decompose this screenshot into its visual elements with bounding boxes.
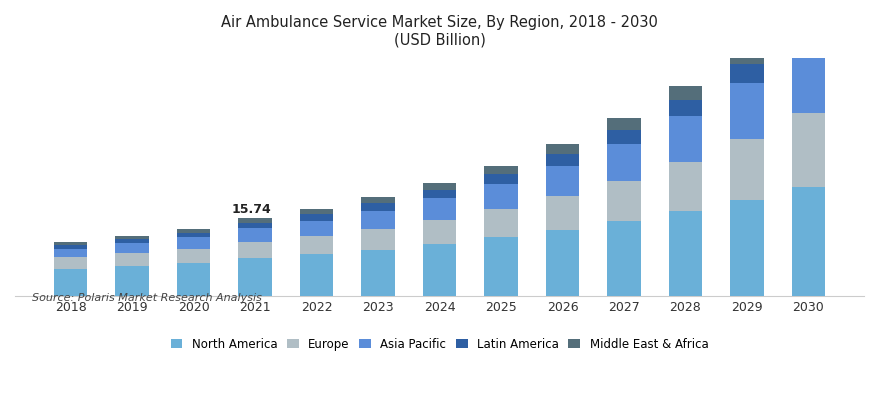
Bar <box>545 197 579 230</box>
Bar <box>422 199 456 220</box>
Bar <box>238 223 271 228</box>
Bar <box>607 118 640 130</box>
Bar <box>115 266 148 296</box>
Bar <box>730 47 763 64</box>
Bar <box>791 44 824 113</box>
Bar <box>176 238 210 248</box>
Bar <box>607 221 640 296</box>
Bar <box>484 174 517 184</box>
Bar <box>422 220 456 244</box>
Bar <box>238 228 271 242</box>
Bar <box>730 139 763 200</box>
Bar <box>176 263 210 296</box>
Bar <box>668 100 702 116</box>
Title: Air Ambulance Service Market Size, By Region, 2018 - 2030
(USD Billion): Air Ambulance Service Market Size, By Re… <box>220 15 658 47</box>
Text: 15.74: 15.74 <box>232 203 271 216</box>
Bar <box>176 248 210 263</box>
Bar <box>791 187 824 296</box>
Bar <box>299 220 333 236</box>
Bar <box>545 230 579 296</box>
Bar <box>607 144 640 181</box>
Bar <box>238 242 271 258</box>
Bar <box>484 210 517 238</box>
Bar <box>422 244 456 296</box>
Bar <box>607 181 640 221</box>
Bar <box>238 258 271 296</box>
Bar <box>54 248 87 257</box>
Bar <box>361 204 394 211</box>
Bar <box>791 0 824 20</box>
Bar <box>54 242 87 245</box>
Bar <box>115 235 148 239</box>
Bar <box>238 218 271 223</box>
Bar <box>299 236 333 254</box>
Bar <box>545 166 579 197</box>
Bar <box>730 83 763 139</box>
Bar <box>299 209 333 214</box>
Bar <box>361 197 394 204</box>
Bar <box>791 20 824 44</box>
Bar <box>54 245 87 248</box>
Bar <box>730 64 763 83</box>
Text: Source: Polaris Market Research Analysis: Source: Polaris Market Research Analysis <box>32 293 262 303</box>
Bar <box>422 183 456 190</box>
Bar <box>54 257 87 269</box>
Legend: North America, Europe, Asia Pacific, Latin America, Middle East & Africa: North America, Europe, Asia Pacific, Lat… <box>166 333 712 355</box>
Bar <box>115 253 148 266</box>
Bar <box>299 214 333 220</box>
Bar <box>176 233 210 238</box>
Bar <box>730 200 763 296</box>
Bar <box>668 86 702 100</box>
Bar <box>668 212 702 296</box>
Bar <box>361 229 394 250</box>
Bar <box>115 243 148 253</box>
Bar <box>115 239 148 243</box>
Bar <box>484 166 517 174</box>
Bar <box>668 116 702 162</box>
Bar <box>361 250 394 296</box>
Bar <box>607 130 640 144</box>
Bar <box>545 144 579 154</box>
Bar <box>54 269 87 296</box>
Bar <box>361 211 394 229</box>
Bar <box>422 190 456 199</box>
Bar <box>484 184 517 210</box>
Bar <box>484 238 517 296</box>
Bar <box>299 254 333 296</box>
Bar <box>545 154 579 166</box>
Bar <box>176 229 210 233</box>
Bar <box>791 113 824 187</box>
Bar <box>668 162 702 212</box>
